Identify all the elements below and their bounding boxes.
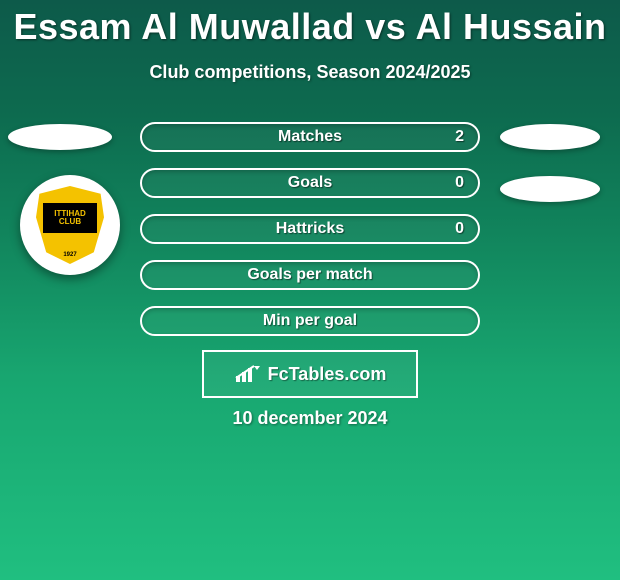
stats-list: Matches 2 Goals 0 Hattricks 0 Goals per … — [140, 122, 480, 352]
chart-icon — [234, 364, 262, 384]
stat-label: Goals — [288, 174, 332, 192]
stat-row: Min per goal — [140, 306, 480, 336]
player-slot-right-bottom-placeholder — [500, 176, 600, 202]
player-slot-right-top-placeholder — [500, 124, 600, 150]
stat-row: Goals per match — [140, 260, 480, 290]
stat-row: Matches 2 — [140, 122, 480, 152]
stat-label: Goals per match — [247, 266, 372, 284]
club-shield-year: 1927 — [36, 252, 104, 258]
stat-label: Matches — [278, 128, 342, 146]
club-shield-icon: ITTIHAD CLUB 1927 — [36, 186, 104, 264]
stat-row: Hattricks 0 — [140, 214, 480, 244]
stat-row: Goals 0 — [140, 168, 480, 198]
date-label: 10 december 2024 — [0, 408, 620, 429]
club-badge-left: ITTIHAD CLUB 1927 — [20, 175, 120, 275]
brand-text: FcTables.com — [268, 364, 387, 385]
stat-label: Min per goal — [263, 312, 357, 330]
player-slot-left-placeholder — [8, 124, 112, 150]
brand-badge: FcTables.com — [202, 350, 418, 398]
stat-value: 0 — [455, 220, 464, 238]
club-shield-name: ITTIHAD CLUB — [43, 203, 97, 233]
stat-value: 2 — [455, 128, 464, 146]
page-subtitle: Club competitions, Season 2024/2025 — [0, 62, 620, 83]
stat-label: Hattricks — [276, 220, 344, 238]
page-title: Essam Al Muwallad vs Al Hussain — [0, 0, 620, 48]
stat-value: 0 — [455, 174, 464, 192]
